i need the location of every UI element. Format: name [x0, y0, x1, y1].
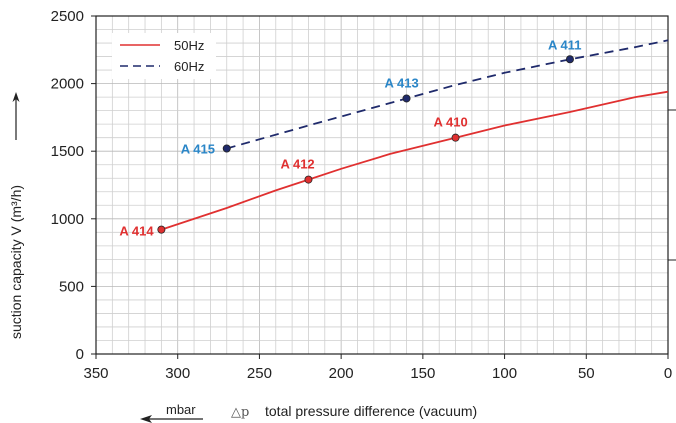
data-points: A 414 A 412 A 410 A 415 A 413 A 411 — [119, 37, 581, 238]
legend-label-60hz: 60Hz — [174, 59, 204, 74]
series-line-50hz — [161, 90, 669, 231]
tick-labels: 350 300 250 200 150 100 50 00500100015002000250… — [51, 8, 673, 382]
y-axis-arrow — [12, 92, 20, 140]
x-axis-unit: mbar — [166, 402, 196, 417]
data-point — [565, 55, 574, 64]
data-point — [451, 133, 460, 142]
point-label: A 415 — [181, 141, 215, 156]
data-point — [157, 225, 166, 234]
data-point — [402, 94, 411, 103]
x-tick-label: 350 — [83, 365, 108, 382]
legend: 50Hz 60Hz — [112, 33, 216, 79]
x-tick-label: 150 — [410, 365, 435, 382]
x-tick-label: 200 — [329, 365, 354, 382]
point-label: A 410 — [434, 115, 468, 130]
y-axis-label: suction capacity V (m³/h) — [8, 185, 24, 339]
x-axis-symbol: △p — [231, 405, 249, 420]
plot-frame — [95, 15, 669, 355]
grid — [95, 15, 669, 355]
data-point — [222, 144, 231, 153]
y-tick-label: 1500 — [51, 143, 84, 160]
legend-box — [112, 33, 216, 79]
x-axis-arrow — [140, 415, 203, 423]
y-tick-label: 2500 — [51, 8, 84, 25]
point-label: A 411 — [548, 37, 582, 52]
point-label: A 412 — [280, 157, 314, 172]
y-tick-label: 2000 — [51, 76, 84, 93]
series-lines — [161, 39, 669, 231]
data-point — [304, 175, 313, 184]
point-label: A 413 — [385, 75, 419, 90]
series-line-60hz — [226, 39, 669, 150]
legend-label-50hz: 50Hz — [174, 38, 204, 53]
x-tick-label: 250 — [247, 365, 272, 382]
x-tick-label: 0 — [664, 365, 672, 382]
point-label: A 414 — [119, 224, 154, 239]
x-tick-label: 100 — [492, 365, 517, 382]
x-tick-label: 300 — [165, 365, 190, 382]
y-tick-label: 0 — [76, 346, 84, 363]
y-tick-label: 1000 — [51, 211, 84, 228]
x-axis-label: total pressure difference (vacuum) — [265, 403, 477, 419]
y-tick-label: 500 — [59, 278, 84, 295]
x-tick-label: 50 — [578, 365, 595, 382]
axes — [91, 15, 676, 359]
